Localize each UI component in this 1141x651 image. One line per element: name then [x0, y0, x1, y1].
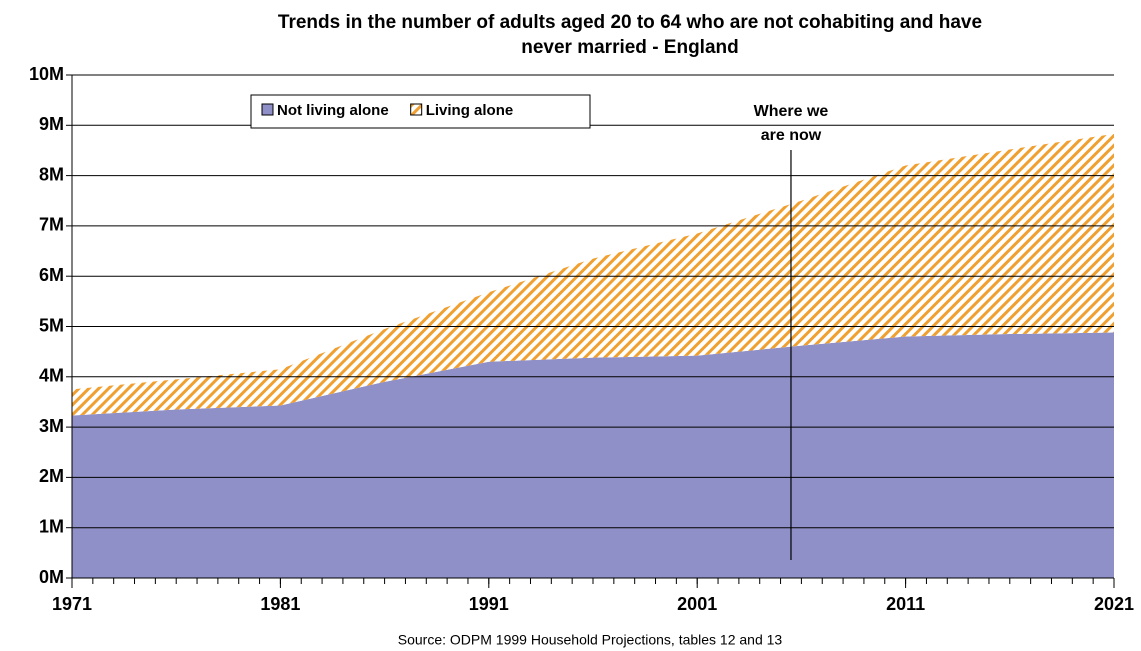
y-tick-label: 9M — [39, 114, 64, 134]
y-tick-label: 6M — [39, 265, 64, 285]
chart-title: Trends in the number of adults aged 20 t… — [278, 12, 982, 33]
y-tick-label: 3M — [39, 416, 64, 436]
x-tick-label: 2001 — [677, 594, 717, 614]
y-tick-label: 0M — [39, 567, 64, 587]
x-tick-label: 1971 — [52, 594, 92, 614]
area — [72, 332, 1114, 578]
area — [72, 133, 1114, 416]
x-tick-label: 2021 — [1094, 594, 1134, 614]
x-tick-label: 1991 — [469, 594, 509, 614]
legend-swatch — [410, 103, 423, 116]
y-tick-label: 8M — [39, 164, 64, 184]
x-tick-label: 1981 — [260, 594, 300, 614]
annotation: are now — [761, 127, 822, 144]
chart-title: never married - England — [521, 37, 739, 58]
y-tick-label: 4M — [39, 366, 64, 386]
y-tick-label: 10M — [29, 64, 64, 84]
y-tick-label: 7M — [39, 215, 64, 235]
y-tick-label: 5M — [39, 315, 64, 335]
legend-label: Living alone — [426, 102, 514, 119]
y-tick-label: 2M — [39, 466, 64, 486]
y-tick-label: 1M — [39, 516, 64, 536]
legend-label: Not living alone — [277, 102, 389, 119]
source: Source: ODPM 1999 Household Projections,… — [398, 632, 783, 648]
x-tick-label: 2011 — [886, 594, 925, 614]
annotation: Where we — [754, 103, 829, 120]
legend: Not living alone Living alone — [250, 94, 591, 129]
legend-swatch — [261, 103, 274, 116]
